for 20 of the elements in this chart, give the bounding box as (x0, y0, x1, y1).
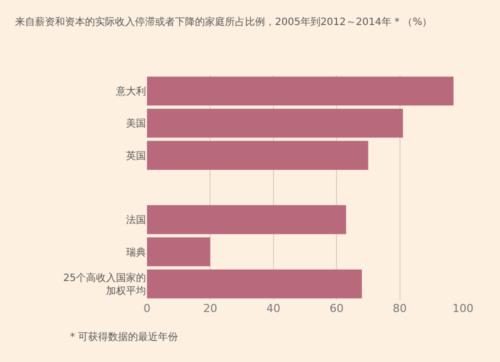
x-tick-label: 40 (266, 302, 280, 315)
y-tick-label: 英国 (126, 150, 146, 162)
y-tick-label: 25个高收入国家的加权平均 (63, 272, 146, 297)
y-tick-label: 美国 (126, 118, 146, 130)
text: * 可获得数据的最近年份 (70, 331, 178, 343)
bar (147, 269, 362, 298)
bar (147, 237, 210, 266)
bar (147, 76, 454, 106)
bar (147, 140, 368, 170)
y-tick-label: 法国 (126, 214, 146, 226)
bar (147, 205, 346, 234)
x-tick-label: 0 (144, 302, 150, 315)
x-tick-label: 100 (452, 302, 474, 315)
bar (147, 108, 403, 138)
x-tick-label: 60 (330, 302, 344, 315)
x-tick-label: 20 (203, 302, 218, 315)
y-tick-label: 意大利 (115, 86, 146, 98)
chart-title: 来自薪资和资本的实际收入停滞或者下降的家庭所占比例，2005年到2012～2014年 * （%） (15, 16, 432, 28)
y-tick-label: 瑞典 (126, 246, 146, 258)
x-tick-label: 80 (392, 302, 407, 315)
